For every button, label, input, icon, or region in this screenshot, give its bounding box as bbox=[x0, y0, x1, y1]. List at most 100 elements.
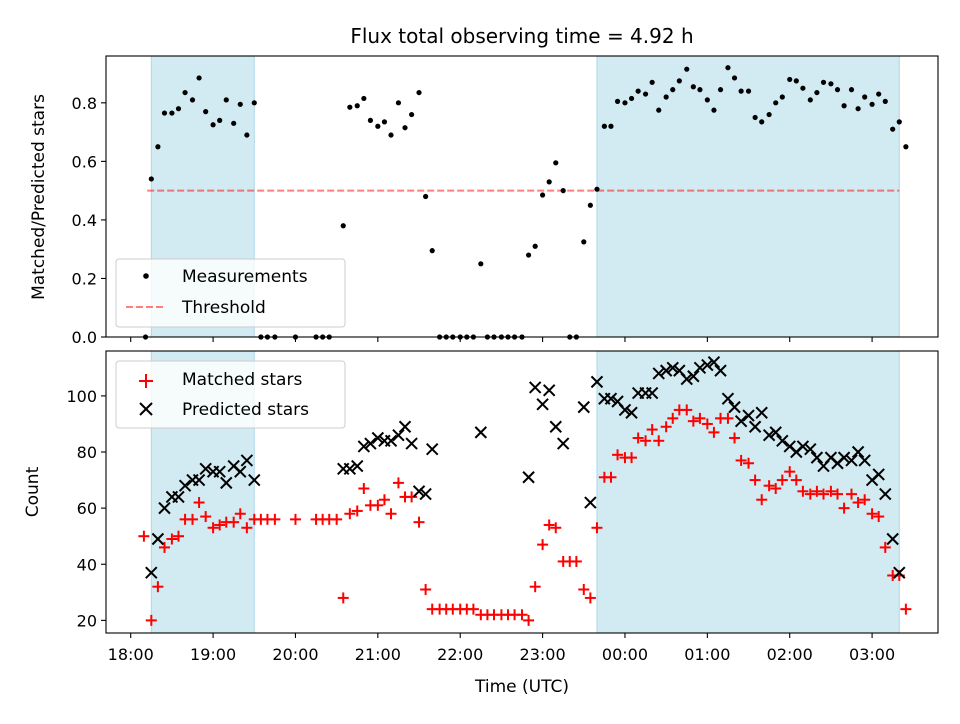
matched-star-point bbox=[591, 522, 603, 534]
measurement-point bbox=[203, 109, 209, 115]
predicted-star-point bbox=[240, 454, 254, 467]
top-legend-box bbox=[115, 258, 346, 328]
x-tick-label: 19:00 bbox=[190, 645, 236, 664]
measurement-point bbox=[367, 117, 374, 123]
measurement-point bbox=[161, 110, 168, 116]
measurement-point bbox=[890, 126, 896, 132]
matched-star-point bbox=[873, 511, 885, 523]
measurement-point bbox=[223, 97, 229, 103]
matched-star-point bbox=[234, 508, 246, 520]
matched-star-point bbox=[701, 418, 713, 430]
measurement-point bbox=[601, 123, 607, 129]
matched-star-point bbox=[584, 592, 596, 604]
matched-star-point bbox=[790, 474, 802, 486]
measurement-point bbox=[347, 104, 353, 110]
matched-star-point bbox=[228, 516, 240, 528]
predicted-star-point bbox=[762, 428, 776, 442]
measurement-point bbox=[841, 103, 847, 109]
matched-star-point bbox=[537, 539, 549, 551]
predicted-star-point bbox=[714, 364, 727, 377]
predicted-star-point bbox=[234, 465, 247, 478]
predicted-star-point bbox=[652, 367, 665, 380]
measurement-point bbox=[800, 85, 806, 91]
measurement-point bbox=[155, 144, 161, 150]
measurement-point bbox=[395, 100, 402, 106]
legend-threshold-label: Threshold bbox=[181, 298, 266, 318]
measurement-point bbox=[684, 66, 690, 72]
predicted-star-point bbox=[776, 434, 789, 447]
x-tick-label: 21:00 bbox=[355, 645, 401, 664]
legend-measurements-marker bbox=[143, 273, 149, 279]
measurement-point bbox=[416, 89, 422, 96]
matched-star-point bbox=[529, 581, 541, 593]
matched-star-point bbox=[406, 491, 418, 503]
matched-star-point bbox=[632, 432, 644, 444]
bottom-legend: Matched stars Predicted stars bbox=[115, 360, 346, 429]
shaded-region-1 bbox=[596, 350, 900, 634]
measurement-point bbox=[251, 100, 257, 106]
predicted-star-point bbox=[858, 454, 871, 467]
matched-star-point bbox=[626, 452, 638, 464]
measurement-point bbox=[244, 132, 250, 138]
y-tick-label: 0.4 bbox=[72, 211, 97, 230]
measurement-point bbox=[622, 100, 628, 106]
matched-star-point bbox=[681, 404, 693, 416]
measurement-point bbox=[745, 88, 752, 94]
measurement-point bbox=[635, 88, 641, 94]
predicted-star-point bbox=[343, 462, 357, 476]
predicted-star-point bbox=[384, 434, 398, 447]
matched-star-point bbox=[749, 474, 761, 486]
predicted-star-point bbox=[357, 440, 371, 453]
measurement-point bbox=[656, 107, 662, 113]
measurement-point bbox=[237, 101, 243, 107]
matched-star-point bbox=[687, 415, 699, 427]
matched-star-point bbox=[570, 555, 582, 567]
x-tick-label: 03:00 bbox=[849, 645, 895, 664]
predicted-star-point bbox=[528, 381, 542, 394]
x-tick-label: 01:00 bbox=[684, 645, 730, 664]
measurement-point bbox=[670, 87, 676, 93]
matched-star-point bbox=[825, 485, 837, 497]
predicted-star-point bbox=[392, 428, 405, 442]
matched-star-point bbox=[152, 581, 164, 593]
matched-star-point bbox=[743, 457, 755, 469]
y-tick-label: 0.0 bbox=[72, 328, 97, 347]
measurement-point bbox=[175, 106, 182, 112]
predicted-star-point bbox=[707, 356, 721, 369]
measurement-point bbox=[189, 97, 196, 103]
predicted-star-point bbox=[151, 532, 165, 546]
measurement-point bbox=[834, 87, 841, 93]
matched-star-point bbox=[358, 482, 370, 494]
measurement-point bbox=[903, 144, 909, 150]
predicted-star-point bbox=[192, 473, 206, 487]
matched-star-point bbox=[193, 497, 205, 509]
predicted-star-point bbox=[213, 465, 226, 478]
bottom-y-ticks: 20 40 60 80 100 bbox=[66, 387, 106, 630]
predicted-star-point bbox=[405, 437, 418, 450]
measurement-point bbox=[855, 106, 861, 112]
measurement-point bbox=[231, 120, 237, 126]
predicted-star-point bbox=[742, 409, 755, 422]
measurement-point bbox=[594, 186, 600, 192]
measurement-point bbox=[717, 87, 724, 93]
matched-star-point bbox=[331, 513, 343, 525]
x-tick-label: 22:00 bbox=[437, 645, 483, 664]
matched-star-point bbox=[378, 494, 390, 506]
predicted-star-point bbox=[584, 496, 597, 509]
matched-star-point bbox=[660, 421, 672, 433]
x-tick-label: 18:00 bbox=[108, 645, 154, 664]
predicted-star-point bbox=[536, 398, 549, 411]
measurement-point bbox=[731, 75, 738, 81]
measurement-point bbox=[354, 103, 360, 109]
measurement-point bbox=[779, 94, 785, 100]
measurement-point bbox=[388, 132, 394, 138]
top-y-ticks: 0.0 0.2 0.4 0.6 0.8 bbox=[72, 94, 106, 347]
matched-star-point bbox=[516, 609, 528, 621]
predicted-star-point bbox=[178, 479, 192, 492]
measurement-point bbox=[525, 252, 532, 258]
matched-star-point bbox=[523, 614, 535, 626]
y-tick-label: 80 bbox=[77, 443, 97, 462]
measurement-point bbox=[169, 110, 175, 116]
measurement-point bbox=[196, 75, 202, 81]
